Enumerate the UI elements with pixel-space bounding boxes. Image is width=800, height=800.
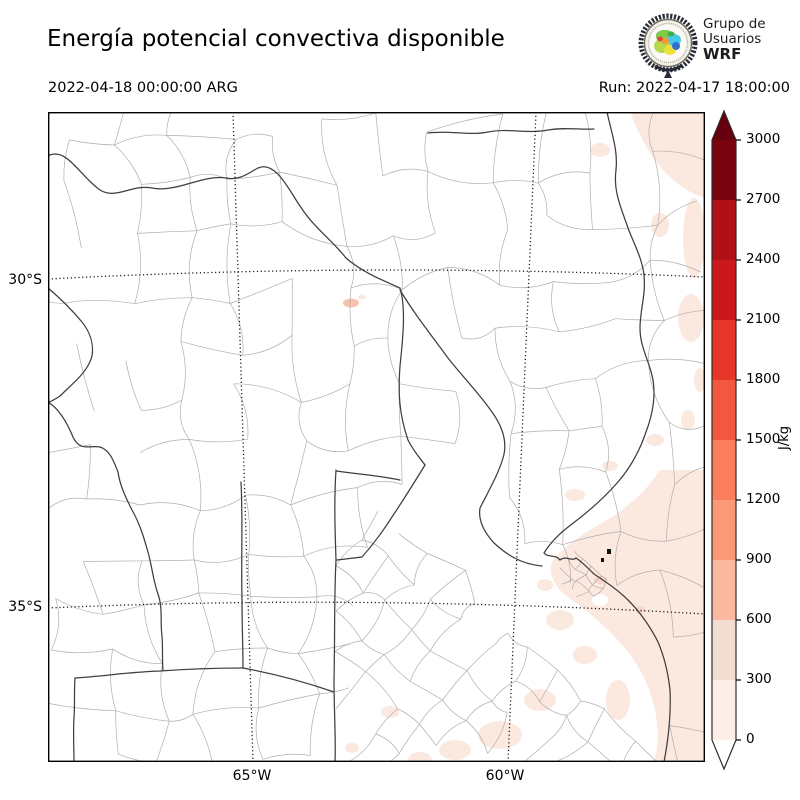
valid-time-label: 2022-04-18 00:00:00 ARG bbox=[48, 80, 238, 96]
logo-org-line2: Usuarios bbox=[703, 31, 762, 47]
wrf-users-group-logo-icon bbox=[638, 13, 698, 78]
colorbar-tick-3000: 3000 bbox=[746, 131, 781, 147]
y-axis-tick-35s: 35°S bbox=[8, 599, 42, 615]
colorbar-tick-300: 300 bbox=[746, 671, 772, 687]
page-title: Energía potencial convectiva disponible bbox=[47, 26, 505, 52]
city-marker bbox=[601, 558, 604, 562]
colorbar-tick-2100: 2100 bbox=[746, 311, 781, 327]
logo-org-line1: Grupo de bbox=[703, 16, 766, 32]
colorbar-tick-1200: 1200 bbox=[746, 491, 781, 507]
colorbar bbox=[711, 109, 741, 771]
colorbar-over-arrow bbox=[712, 111, 736, 140]
logo-text: Grupo de Usuarios WRF bbox=[703, 17, 766, 62]
y-axis-tick-30s: 30°S bbox=[8, 272, 42, 288]
x-axis-tick-65w: 65°W bbox=[232, 768, 272, 784]
colorbar-under-arrow bbox=[712, 740, 736, 769]
graticule bbox=[48, 112, 705, 762]
colorbar-tick-0: 0 bbox=[746, 731, 755, 747]
colorbar-tick-600: 600 bbox=[746, 611, 772, 627]
city-marker bbox=[607, 549, 611, 554]
colorbar-unit-label: J/kg bbox=[777, 426, 792, 450]
department-boundaries bbox=[48, 112, 705, 762]
map-frame bbox=[48, 112, 705, 762]
colorbar-tick-2400: 2400 bbox=[746, 251, 781, 267]
logo-org-line3: WRF bbox=[703, 45, 742, 63]
colorbar-tick-900: 900 bbox=[746, 551, 772, 567]
x-axis-tick-60w: 60°W bbox=[485, 768, 525, 784]
colorbar-tick-1800: 1800 bbox=[746, 371, 781, 387]
colorbar-tick-1500: 1500 bbox=[746, 431, 781, 447]
province-boundaries bbox=[48, 112, 671, 762]
run-time-label: Run: 2022-04-17 18:00:00 bbox=[598, 80, 790, 96]
colorbar-tick-2700: 2700 bbox=[746, 191, 781, 207]
cape-map bbox=[48, 112, 705, 762]
